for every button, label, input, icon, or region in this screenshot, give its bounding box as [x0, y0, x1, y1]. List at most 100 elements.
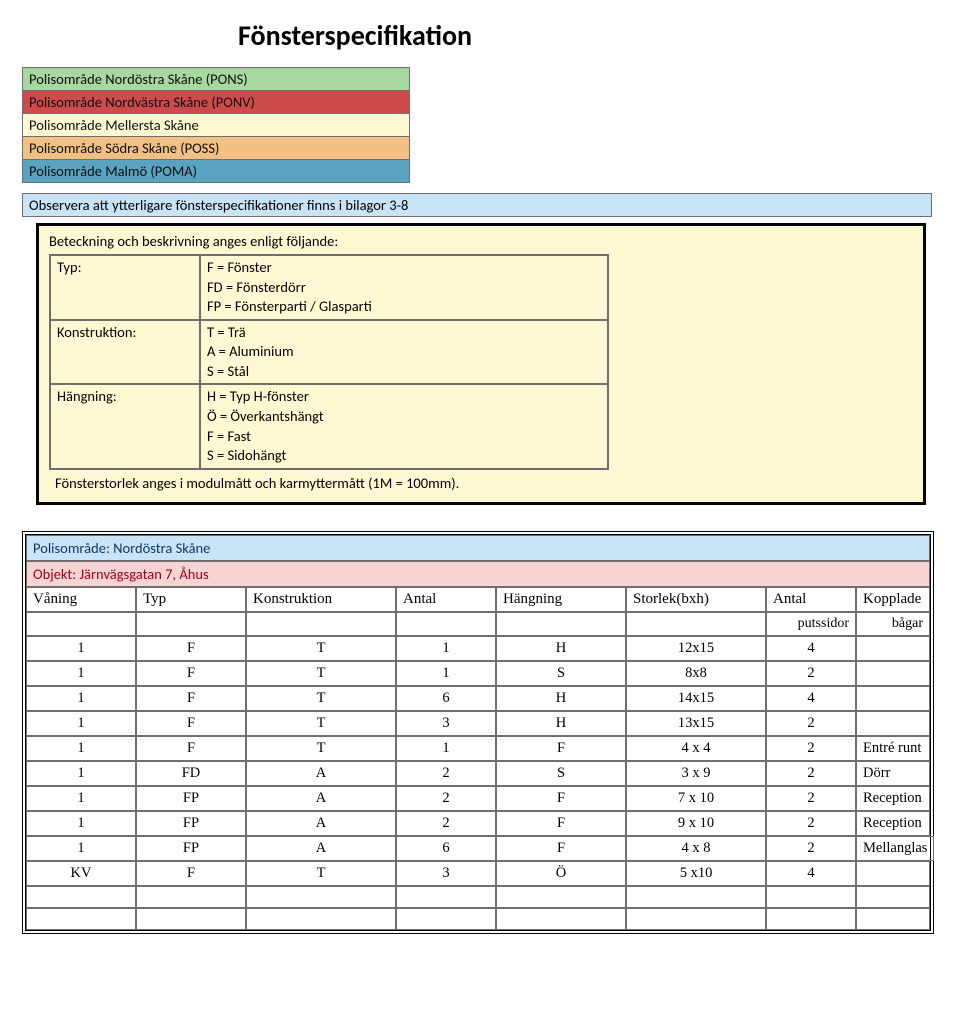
- table-cell: 3: [396, 711, 496, 736]
- table-cell: 4: [766, 636, 856, 661]
- table-cell: 1: [26, 636, 136, 661]
- table-cell: F: [496, 811, 626, 836]
- region-row: Polisområde Nordvästra Skåne (PONV): [23, 91, 410, 114]
- table-cell: A: [246, 761, 396, 786]
- table-cell: 1: [26, 786, 136, 811]
- table-row: 1FT6H14x154: [26, 686, 930, 711]
- region-row: Polisområde Nordöstra Skåne (PONS): [23, 68, 410, 91]
- legend-label: Typ:: [50, 255, 200, 320]
- table-cell: A: [246, 786, 396, 811]
- table-cell: 6: [396, 836, 496, 861]
- table-subheader-cell: putssidor: [766, 612, 856, 636]
- table-cell: 4: [766, 686, 856, 711]
- section-objekt: Objekt: Järnvägsgatan 7, Åhus: [26, 561, 930, 587]
- table-cell: 3: [396, 861, 496, 886]
- section-polisomrade: Polisområde: Nordöstra Skåne: [26, 535, 930, 561]
- table-cell: Reception: [856, 811, 930, 836]
- table-row: 1FT1S8x82: [26, 661, 930, 686]
- table-cell: Ö: [496, 861, 626, 886]
- table-cell: 1: [26, 836, 136, 861]
- table-cell: Reception: [856, 786, 930, 811]
- table-cell: 14x15: [626, 686, 766, 711]
- table-cell: 2: [396, 761, 496, 786]
- table-cell: F: [136, 736, 246, 761]
- table-row: 1FT1F4 x 42Entré runt: [26, 736, 930, 761]
- data-table: Polisområde: Nordöstra Skåne Objekt: Jär…: [22, 531, 934, 934]
- table-cell: 9 x 10: [626, 811, 766, 836]
- table-cell: 1: [26, 761, 136, 786]
- table-cell: [856, 686, 930, 711]
- table-subheader-row: putssidorbågar: [26, 612, 930, 636]
- table-cell: S: [496, 761, 626, 786]
- legend-values: H = Typ H-fönsterÖ = ÖverkantshängtF = F…: [200, 384, 608, 468]
- legend-label: Konstruktion:: [50, 320, 200, 385]
- table-cell: T: [246, 711, 396, 736]
- legend-label: Hängning:: [50, 384, 200, 468]
- table-cell: A: [246, 811, 396, 836]
- table-cell: FD: [136, 761, 246, 786]
- table-cell: 4 x 4: [626, 736, 766, 761]
- table-subheader-cell: [496, 612, 626, 636]
- table-subheader-cell: [246, 612, 396, 636]
- table-cell: [856, 661, 930, 686]
- table-row: 1FT3H13x152: [26, 711, 930, 736]
- table-cell: 12x15: [626, 636, 766, 661]
- legend-values: F = FönsterFD = FönsterdörrFP = Fönsterp…: [200, 255, 608, 320]
- table-cell: F: [136, 636, 246, 661]
- table-cell: F: [136, 861, 246, 886]
- table-cell: 2: [766, 836, 856, 861]
- table-cell: 8x8: [626, 661, 766, 686]
- table-cell: H: [496, 711, 626, 736]
- table-cell: 2: [396, 786, 496, 811]
- table-row: 1FT1H12x154: [26, 636, 930, 661]
- table-cell: F: [496, 736, 626, 761]
- table-cell: S: [496, 661, 626, 686]
- table-cell: 1: [396, 736, 496, 761]
- legend-values: T = TräA = AluminiumS = Stål: [200, 320, 608, 385]
- table-cell: Mellanglas: [856, 836, 934, 861]
- table-cell: 4: [766, 861, 856, 886]
- table-cell: KV: [26, 861, 136, 886]
- table-row: 1FPA2F7 x 102Reception: [26, 786, 930, 811]
- table-cell: FP: [136, 786, 246, 811]
- table-row: 1FPA6F4 x 82Mellanglas: [26, 836, 930, 861]
- table-subheader-cell: [136, 612, 246, 636]
- table-cell: 2: [766, 786, 856, 811]
- page-title: Fönsterspecifikation: [238, 18, 938, 53]
- table-header-cell: Storlek(bxh): [626, 587, 766, 612]
- table-cell: 1: [26, 736, 136, 761]
- observera-bar: Observera att ytterligare fönsterspecifi…: [22, 193, 932, 217]
- legend-heading: Beteckning och beskrivning anges enligt …: [49, 232, 913, 250]
- table-cell: 2: [766, 661, 856, 686]
- table-cell: 1: [396, 661, 496, 686]
- table-cell: 1: [396, 636, 496, 661]
- table-header-cell: Hängning: [496, 587, 626, 612]
- table-header-row: VåningTypKonstruktionAntalHängningStorle…: [26, 587, 930, 612]
- table-cell: F: [136, 686, 246, 711]
- table-row: 1FPA2F9 x 102Reception: [26, 811, 930, 836]
- table-cell: A: [246, 836, 396, 861]
- table-cell: 2: [766, 736, 856, 761]
- region-list: Polisområde Nordöstra Skåne (PONS)Poliso…: [22, 67, 410, 183]
- table-row: [26, 886, 930, 908]
- table-header-cell: Våning: [26, 587, 136, 612]
- table-cell: T: [246, 736, 396, 761]
- table-subheader-cell: [26, 612, 136, 636]
- legend-note: Fönsterstorlek anges i modulmått och kar…: [49, 474, 913, 492]
- table-cell: F: [496, 786, 626, 811]
- table-cell: FP: [136, 836, 246, 861]
- region-row: Polisområde Malmö (POMA): [23, 160, 410, 183]
- table-header-cell: Antal: [766, 587, 856, 612]
- table-cell: 4 x 8: [626, 836, 766, 861]
- table-row: 1FDA2S3 x 92Dörr: [26, 761, 930, 786]
- table-cell: Entré runt: [856, 736, 930, 761]
- table-cell: H: [496, 686, 626, 711]
- legend-box: Beteckning och beskrivning anges enligt …: [36, 223, 926, 505]
- table-cell: T: [246, 661, 396, 686]
- table-cell: [856, 711, 930, 736]
- table-row: [26, 908, 930, 930]
- table-header-cell: Konstruktion: [246, 587, 396, 612]
- table-cell: 2: [396, 811, 496, 836]
- table-cell: 5 x10: [626, 861, 766, 886]
- table-cell: 1: [26, 686, 136, 711]
